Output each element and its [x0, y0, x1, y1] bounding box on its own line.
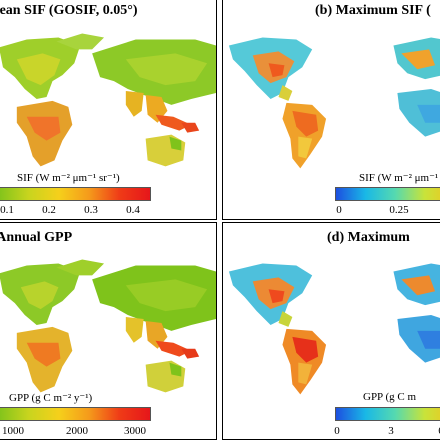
world-map-sif-max [228, 37, 440, 169]
colorbar [0, 187, 151, 201]
panel-title: (a) Annual mean SIF (GOSIF, 0.05°) [0, 3, 138, 18]
panel-title: (d) Maximum [327, 230, 410, 245]
panel-annual-mean-sif: (a) Annual mean SIF (GOSIF, 0.05°) SIF (… [0, 0, 217, 220]
panel-title: (c) Annual GPP [0, 230, 73, 245]
colorbar-tick: 0 [336, 204, 342, 216]
colorbar-tick: 1000 [2, 425, 24, 437]
colorbar [0, 407, 151, 421]
panel-title: (b) Maximum SIF ( [315, 3, 431, 18]
panel-annual-gpp: (c) Annual GPP GPP (g C m⁻² y⁻¹) 1000 20… [0, 222, 217, 440]
colorbar-label: SIF (W m⁻² μm⁻¹ sr⁻¹) [359, 172, 440, 184]
colorbar-tick: 0.4 [126, 204, 140, 216]
colorbar-tick: 0.2 [42, 204, 56, 216]
colorbar-tick: 2000 [66, 425, 88, 437]
panel-maximum-sif: (b) Maximum SIF ( SIF (W m⁻² μm⁻¹ sr⁻¹) … [222, 0, 440, 220]
colorbar-tick: 0.25 [389, 204, 409, 216]
colorbar-tick: 6 [438, 425, 440, 437]
colorbar [335, 187, 440, 201]
world-map-gpp-max [228, 263, 440, 395]
colorbar-tick: 0.3 [84, 204, 98, 216]
colorbar-tick: 0 [334, 425, 340, 437]
panel-maximum-gpp: (d) Maximum GPP (g C m 0 3 6 [222, 222, 440, 440]
colorbar [335, 407, 440, 421]
colorbar-tick: 0.1 [0, 204, 14, 216]
colorbar-tick: 3 [388, 425, 394, 437]
colorbar-label: GPP (g C m [363, 391, 417, 403]
world-map-gpp-annual [0, 259, 216, 393]
colorbar-label: GPP (g C m⁻² y⁻¹) [9, 392, 93, 404]
world-map-sif-mean [0, 33, 216, 167]
colorbar-tick: 3000 [124, 425, 146, 437]
colorbar-label: SIF (W m⁻² μm⁻¹ sr⁻¹) [17, 172, 120, 184]
